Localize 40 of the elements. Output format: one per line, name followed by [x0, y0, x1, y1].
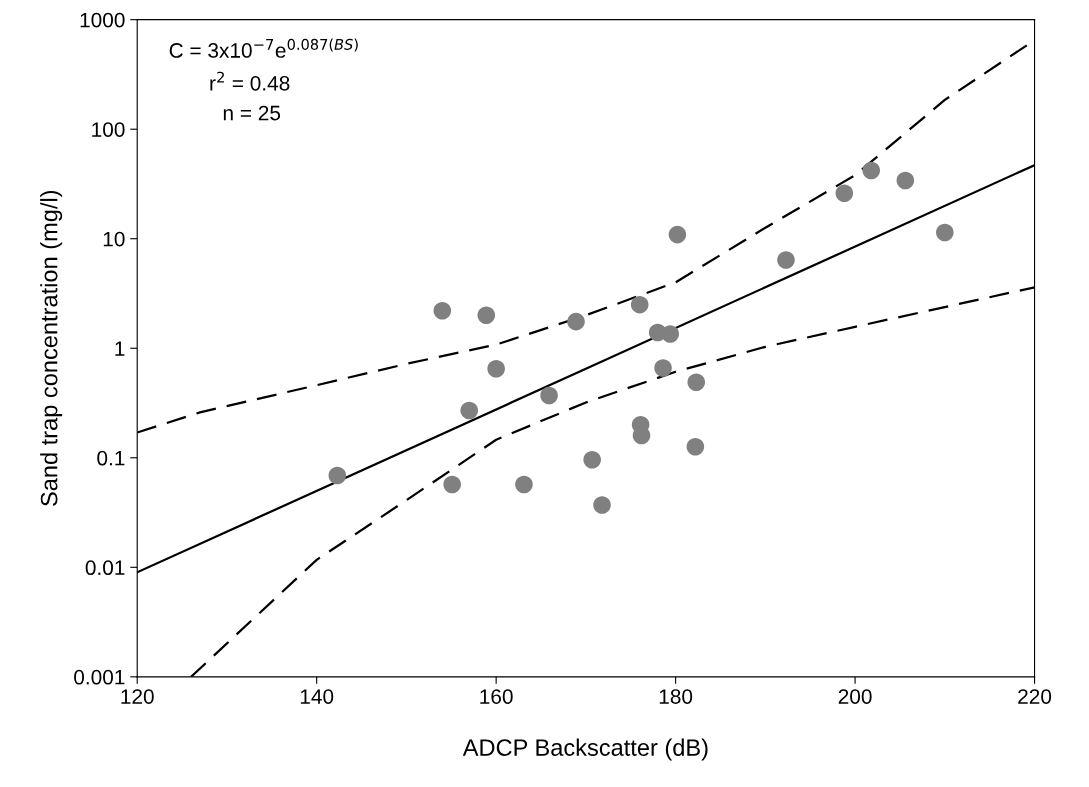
point — [593, 496, 611, 514]
point — [540, 386, 558, 405]
annotation: n = 25 — [223, 105, 281, 121]
y-axis-title: Sand trap concentration (mg/l) — [40, 190, 63, 506]
x-axis-title: ADCP Backscatter (dB) — [462, 738, 708, 761]
x-tick-label: 200 — [838, 689, 872, 704]
point — [896, 171, 915, 190]
y-tick-label: 0.001 — [74, 669, 125, 685]
point — [668, 225, 687, 244]
y-tick-label: 100 — [92, 122, 125, 137]
point — [515, 475, 533, 494]
point — [654, 359, 672, 377]
point — [862, 161, 881, 180]
point — [777, 251, 795, 269]
point — [487, 359, 505, 378]
annotation: C = 3x10$^{−7}$e$^{0.087(BS)}$ — [169, 38, 358, 58]
point — [567, 312, 585, 331]
x-tick-label: 120 — [121, 689, 154, 704]
y-tick-label: 1000 — [80, 12, 125, 28]
y-tick-label: 10 — [103, 231, 125, 247]
point — [460, 401, 479, 420]
point — [433, 301, 452, 320]
point — [687, 373, 706, 391]
annotation: r$^{2}$ = 0.48 — [210, 71, 290, 91]
point — [477, 306, 496, 325]
x-tick-label: 220 — [1018, 689, 1052, 704]
point — [936, 223, 954, 242]
point — [835, 184, 854, 203]
y-tick-label: 0.1 — [97, 450, 125, 466]
point — [630, 295, 649, 314]
point — [328, 466, 347, 485]
x-tick-label: 140 — [300, 689, 334, 704]
point — [443, 475, 461, 494]
point — [583, 450, 601, 469]
y-tick-label: 0.01 — [85, 560, 125, 576]
point — [661, 325, 680, 343]
x-tick-label: 160 — [480, 689, 513, 704]
x-tick-label: 180 — [659, 689, 693, 704]
y-tick-label: 1 — [115, 341, 125, 356]
point — [686, 438, 705, 456]
